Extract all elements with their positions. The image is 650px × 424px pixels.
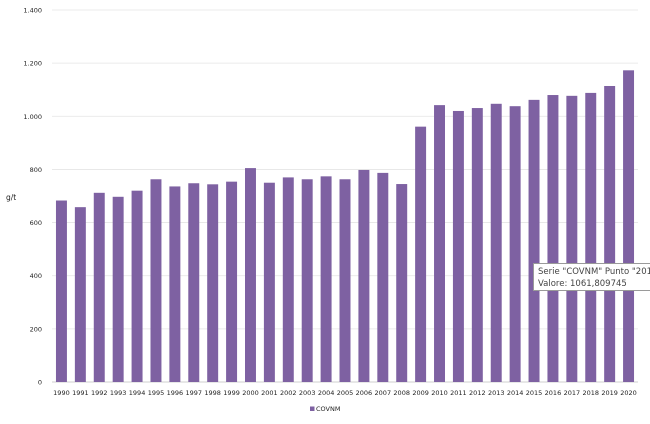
y-tick-label: 800	[30, 166, 42, 174]
x-tick-label: 2009	[412, 389, 429, 397]
y-tick-label: 600	[30, 219, 42, 227]
bar-1990[interactable]	[55, 200, 67, 382]
tooltip-value-line: Valore: 1061,809745	[538, 279, 627, 289]
x-tick-label: 2000	[242, 389, 259, 397]
tooltip-series-line: Serie "COVNM" Punto "2015	[538, 267, 650, 277]
bar-2007[interactable]	[377, 172, 389, 382]
bar-2003[interactable]	[301, 179, 313, 382]
bar-2006[interactable]	[358, 169, 370, 382]
x-tick-label: 1996	[167, 389, 184, 397]
x-tick-label: 1997	[186, 389, 203, 397]
x-tick-label: 1994	[129, 389, 146, 397]
bars	[55, 70, 635, 383]
bar-1997[interactable]	[188, 183, 200, 382]
x-tick-label: 2006	[356, 389, 373, 397]
x-tick-label: 2010	[431, 389, 448, 397]
bar-2009[interactable]	[415, 126, 427, 382]
x-tick-label: 1995	[148, 389, 165, 397]
bar-1998[interactable]	[207, 184, 219, 382]
bar-2001[interactable]	[263, 182, 275, 382]
y-tick-label: 1.000	[23, 113, 42, 121]
bar-2019[interactable]	[604, 85, 616, 382]
bar-2016[interactable]	[547, 95, 559, 383]
x-tick-label: 2018	[582, 389, 599, 397]
bar-2014[interactable]	[509, 106, 521, 382]
x-tick-label: 2008	[393, 389, 410, 397]
x-tick-label: 1990	[53, 389, 70, 397]
bar-1991[interactable]	[74, 207, 86, 382]
bar-2000[interactable]	[245, 168, 256, 382]
data-point-tooltip: Serie "COVNM" Punto "2015 Valore: 1061,8…	[533, 263, 650, 291]
bar-1994[interactable]	[131, 190, 143, 382]
bar-2011[interactable]	[452, 110, 464, 382]
x-tick-label: 2007	[375, 389, 392, 397]
bar-2013[interactable]	[490, 103, 502, 382]
bar-1995[interactable]	[150, 179, 162, 382]
x-tick-label: 1993	[110, 389, 127, 397]
legend-swatch-covnm	[310, 406, 315, 411]
x-tick-label: 2015	[526, 389, 543, 397]
legend: COVNM	[310, 405, 340, 413]
x-tick-label: 2019	[601, 389, 618, 397]
x-tick-label: 1998	[204, 389, 221, 397]
x-tick-label: 1992	[91, 389, 108, 397]
bar-2002[interactable]	[282, 177, 294, 382]
bar-2010[interactable]	[434, 105, 445, 382]
y-tick-label: 0	[38, 379, 42, 387]
bar-1999[interactable]	[226, 181, 238, 382]
bar-2004[interactable]	[320, 176, 332, 382]
x-tick-label: 2002	[280, 389, 297, 397]
bar-2018[interactable]	[585, 92, 597, 382]
x-tick-label: 2020	[620, 389, 637, 397]
y-tick-label: 200	[30, 325, 42, 333]
x-tick-label: 2005	[337, 389, 354, 397]
bar-2005[interactable]	[339, 179, 351, 382]
x-tick-label: 2011	[450, 389, 467, 397]
x-tick-label: 1999	[223, 389, 240, 397]
x-tick-label: 2003	[299, 389, 316, 397]
legend-label-covnm: COVNM	[316, 405, 340, 413]
x-tick-label: 2001	[261, 389, 278, 397]
y-axis-label: g/t	[6, 193, 16, 202]
bar-1992[interactable]	[93, 192, 105, 382]
x-axis-ticks: 1990 1991 1992 1993 1994 1995 1996 1997 1998 1999…	[53, 389, 637, 397]
x-tick-label: 2017	[564, 389, 581, 397]
x-tick-label: 1991	[72, 389, 89, 397]
y-tick-label: 400	[30, 272, 42, 280]
x-tick-label: 2016	[545, 389, 562, 397]
bar-1996[interactable]	[169, 186, 181, 382]
bar-2017[interactable]	[566, 95, 578, 382]
y-tick-label: 1.400	[23, 7, 42, 15]
x-tick-label: 2012	[469, 389, 486, 397]
y-tick-label: 1.200	[23, 60, 42, 68]
x-tick-label: 2014	[507, 389, 524, 397]
x-tick-label: 2013	[488, 389, 505, 397]
bar-2008[interactable]	[396, 184, 408, 382]
x-tick-label: 2004	[318, 389, 335, 397]
bar-2015[interactable]	[528, 99, 540, 382]
y-axis-ticks: 0 200 400 600 800 1.000 1.200 1.400	[23, 7, 42, 387]
bar-2012[interactable]	[471, 108, 483, 382]
bar-1993[interactable]	[112, 196, 124, 382]
bar-2020[interactable]	[623, 70, 635, 383]
